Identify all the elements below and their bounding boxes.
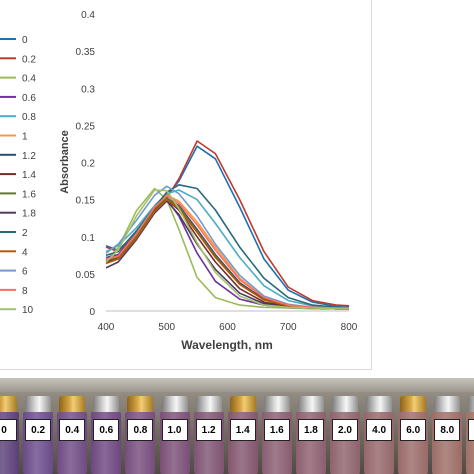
vial: 1.4 <box>227 396 259 474</box>
legend-label: 0.2 <box>22 54 36 65</box>
y-axis-ticks: 0 0.05 0.1 0.15 0.2 0.25 0.3 0.35 0.4 <box>76 10 96 318</box>
vial-label: 0 <box>0 419 17 441</box>
x-tick-label: 500 <box>158 322 175 333</box>
y-tick-label: 0.4 <box>81 10 95 21</box>
series-line-1.4 <box>105 198 349 310</box>
vial: 0.6 <box>90 396 122 474</box>
chart-panel: 0 0.2 0.4 0.6 0.8 1 1.2 1.4 1.6 1.8 2 4 6 8 10 0 0.05 0.… <box>0 0 372 370</box>
vial-cap <box>127 396 154 412</box>
vial-label: 2.0 <box>332 419 358 441</box>
y-tick-label: 0.35 <box>76 47 96 58</box>
vial-label: 1.4 <box>229 419 256 441</box>
vial: 1.6 <box>261 396 293 474</box>
vial-label: 1.0 <box>161 419 188 441</box>
vial: 2.0 <box>329 396 361 474</box>
legend-label: 1.2 <box>22 151 36 162</box>
legend-label: 6 <box>22 267 28 278</box>
series-line-4 <box>105 198 349 310</box>
legend-label: 0.6 <box>22 93 36 104</box>
series-line-1.8 <box>105 200 349 310</box>
absorbance-line-chart: 0 0.2 0.4 0.6 0.8 1 1.2 1.4 1.6 1.8 2 4 6 8 10 0 0.05 0.… <box>0 10 358 352</box>
x-tick-label: 400 <box>98 322 115 333</box>
vial: 0 <box>0 396 20 474</box>
y-tick-label: 0 <box>89 307 95 318</box>
x-tick-label: 600 <box>219 322 236 333</box>
vial-cap <box>25 396 52 412</box>
vial-label: 1.2 <box>195 419 222 441</box>
y-tick-label: 0.3 <box>81 84 95 95</box>
series-line-8 <box>105 195 349 309</box>
vial: 6.0 <box>397 396 429 474</box>
vial-cap <box>263 396 290 412</box>
legend-label: 1.8 <box>22 209 36 220</box>
legend-label: 10 <box>22 305 34 316</box>
vial-label: 0.2 <box>25 419 52 441</box>
vial-label: 0.4 <box>59 419 86 441</box>
x-axis-ticks: 400 500 600 700 800 <box>98 322 358 333</box>
vial-cap <box>468 396 474 412</box>
series-line-1.6 <box>105 197 349 310</box>
vial-label: 1.6 <box>263 419 290 441</box>
y-tick-label: 0.2 <box>81 159 95 170</box>
x-axis-label: Wavelength, nm <box>181 338 273 352</box>
series-line-2 <box>105 184 350 309</box>
legend-label: 1.6 <box>22 189 36 200</box>
vial-cap <box>297 396 324 412</box>
legend-label: 8 <box>22 286 28 297</box>
series-line-0.6 <box>105 198 349 310</box>
vial: 1.0 <box>159 396 191 474</box>
series-line-0.8 <box>105 189 350 309</box>
vial-cap <box>400 396 427 412</box>
y-tick-label: 0.1 <box>81 233 95 244</box>
vial-cap <box>161 396 188 412</box>
x-tick-label: 700 <box>280 322 297 333</box>
vial-label: 0.8 <box>127 419 154 441</box>
y-tick-label: 0.05 <box>76 270 96 281</box>
legend-label: 4 <box>22 247 28 258</box>
vial-label: 0.6 <box>93 419 120 441</box>
vial-cap <box>434 396 461 412</box>
vial-cap <box>59 396 86 412</box>
vial-cap <box>332 396 358 412</box>
x-tick-label: 800 <box>341 322 358 333</box>
series-line-10 <box>105 189 349 310</box>
vial-label: 1.8 <box>297 419 324 441</box>
vial-photo: 0 0.2 0.4 0.6 0.8 1.0 1.2 1.4 1.6 1.8 2.0 4.0 6.0 8.0… <box>0 378 474 474</box>
y-tick-label: 0.25 <box>76 121 96 132</box>
shelf <box>0 378 474 392</box>
vial: 4.0 <box>363 396 395 474</box>
vial: 10( <box>465 396 474 474</box>
series-line-1.2 <box>105 197 349 310</box>
vial: 8.0 <box>431 396 463 474</box>
legend-label: 0 <box>22 35 28 46</box>
vial: 1.8 <box>295 396 327 474</box>
series-lines <box>105 140 350 310</box>
vial-glass <box>466 412 474 474</box>
vial-cap <box>93 396 120 412</box>
y-tick-label: 0.15 <box>76 196 96 207</box>
vial-label: 10( <box>468 419 474 441</box>
vial: 0.8 <box>124 396 156 474</box>
vial-cap <box>229 396 256 412</box>
legend-label: 0.4 <box>22 74 36 85</box>
y-axis-label: Absorbance <box>59 130 71 194</box>
legend-label: 0.8 <box>22 112 36 123</box>
vial-label: 6.0 <box>400 419 427 441</box>
vial: 1.2 <box>193 396 225 474</box>
vial: 0.2 <box>22 396 54 474</box>
legend-label: 1.4 <box>22 170 36 181</box>
legend: 0 0.2 0.4 0.6 0.8 1 1.2 1.4 1.6 1.8 2 4 6 8 10 <box>0 35 36 316</box>
vial-cap <box>0 396 17 412</box>
vial-label: 4.0 <box>366 419 393 441</box>
vial-cap <box>366 396 393 412</box>
legend-label: 1 <box>22 132 28 143</box>
vial-label: 8.0 <box>434 419 461 441</box>
vial-cap <box>195 396 222 412</box>
vial: 0.4 <box>56 396 88 474</box>
legend-label: 2 <box>22 228 28 239</box>
